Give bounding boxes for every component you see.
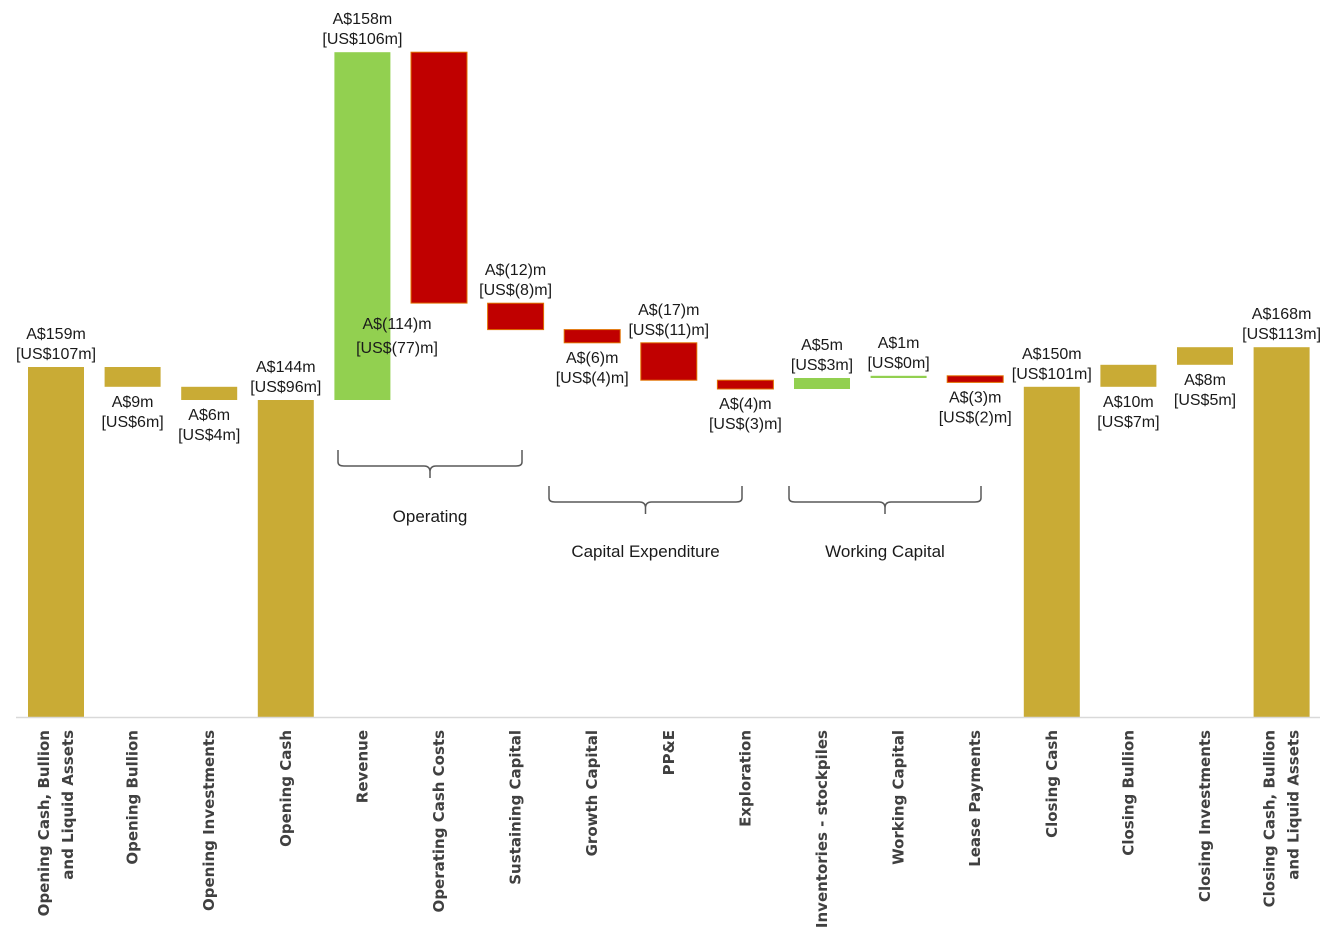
- bar-opening-cash: [257, 400, 314, 717]
- value-labels-layer: A$159m [US$107m]A$9m [US$6m] A$6m [US$4m] A$1…: [16, 11, 1321, 444]
- value-label: A$10m [US$7m]: [1097, 394, 1159, 431]
- bar-opening-bullion: [104, 367, 161, 387]
- category-label: Opening Cash, Bullion and Liquid Assets: [35, 730, 77, 916]
- bar-opening-cash-bullion-and-liquid-assets: [28, 367, 84, 717]
- bar-working-capital: [870, 375, 927, 378]
- category-label: Operating Cash Costs: [430, 730, 448, 913]
- value-label: A$1m [US$0m]: [867, 335, 929, 372]
- bar-growth-capital: [563, 329, 621, 344]
- group-bracket: [337, 450, 523, 478]
- category-label: Opening Investments: [200, 730, 218, 911]
- category-label: Lease Payments: [966, 730, 984, 867]
- category-labels-layer: Opening Cash, Bullion and Liquid Assets Op…: [35, 730, 1303, 928]
- group-label: Working Capital: [825, 542, 945, 561]
- group-label: Capital Expenditure: [571, 542, 719, 561]
- bar-lease-payments: [946, 375, 1004, 383]
- value-label: A$(114)m [US$(77)m]: [356, 316, 438, 357]
- bar-closing-cash: [1023, 386, 1080, 717]
- value-label: A$(4)m [US$(3)m]: [709, 396, 782, 433]
- bar-inventories-stockpiles: [794, 378, 850, 389]
- value-label: A$150m [US$101m]: [1012, 346, 1092, 383]
- bar-operating-cash-costs: [410, 51, 468, 304]
- category-label: Growth Capital: [583, 730, 601, 856]
- bar-revenue: [334, 52, 391, 400]
- value-label: A$8m [US$5m]: [1174, 372, 1236, 409]
- bars-layer: [28, 51, 1310, 717]
- category-label: Opening Bullion: [124, 730, 142, 865]
- category-label: Sustaining Capital: [507, 730, 525, 885]
- group-bracket: [548, 486, 743, 514]
- group-label: Operating: [393, 507, 468, 526]
- value-label: A$(3)m [US$(2)m]: [939, 389, 1012, 426]
- value-label: A$(12)m [US$(8)m]: [479, 262, 552, 299]
- category-label: Closing Cash, Bullion and Liquid Assets: [1261, 730, 1303, 907]
- group-bracket: [788, 486, 982, 514]
- bar-closing-cash-bullion-and-liquid-assets: [1253, 347, 1310, 717]
- category-label: Inventories - stockpiles: [813, 730, 831, 928]
- value-label: A$5m [US$3m]: [791, 337, 853, 374]
- category-label: Closing Cash: [1043, 730, 1061, 838]
- value-label: A$159m [US$107m]: [16, 326, 96, 363]
- bar-sustaining-capital: [487, 302, 545, 331]
- value-label: A$6m [US$4m]: [178, 407, 240, 444]
- bar-pp-e: [640, 342, 698, 381]
- category-label: PP&E: [660, 730, 678, 775]
- category-label: Opening Cash: [277, 730, 295, 847]
- category-label: Closing Bullion: [1119, 730, 1137, 856]
- bar-closing-bullion: [1100, 364, 1157, 387]
- bar-closing-investments: [1177, 347, 1233, 365]
- bar-opening-investments: [181, 386, 238, 400]
- value-label: A$158m [US$106m]: [322, 11, 402, 48]
- value-label: A$144m [US$96m]: [250, 359, 321, 396]
- category-label: Working Capital: [890, 730, 908, 865]
- value-label: A$9m [US$6m]: [101, 394, 163, 431]
- value-label: A$(6)m [US$(4)m]: [556, 350, 629, 387]
- group-brackets-layer: Operating Capital Expenditure Working Capi…: [337, 450, 982, 561]
- value-label: A$(17)m [US$(11)m]: [628, 302, 709, 339]
- category-label: Closing Investments: [1196, 730, 1214, 902]
- bar-exploration: [716, 379, 774, 390]
- category-label: Revenue: [353, 730, 371, 803]
- value-label: A$168m [US$113m]: [1242, 306, 1321, 343]
- category-label: Exploration: [736, 730, 754, 827]
